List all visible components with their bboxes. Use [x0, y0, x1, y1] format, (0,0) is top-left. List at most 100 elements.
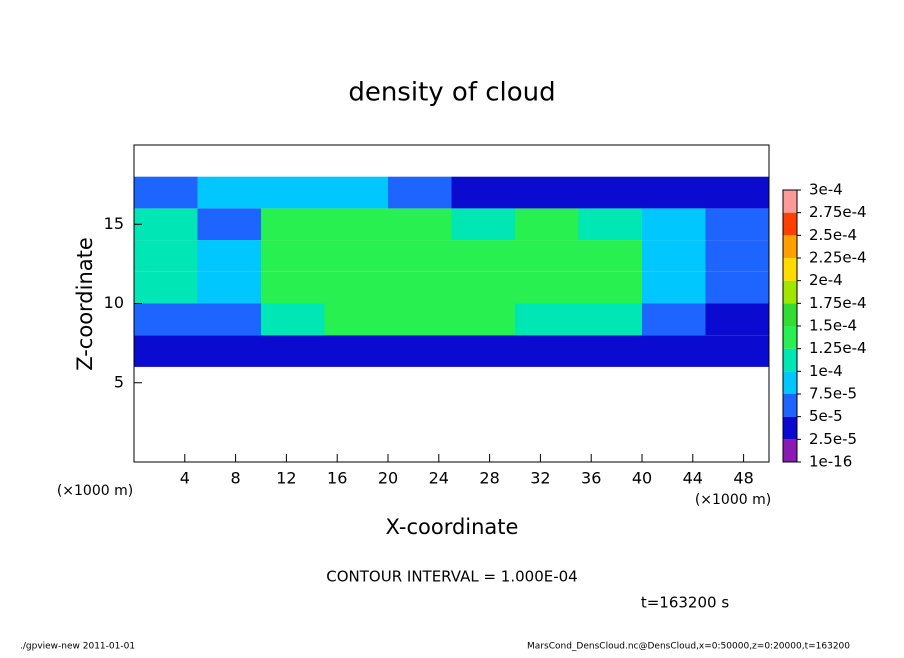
colorbar-segment [783, 303, 797, 326]
heat-cell [324, 240, 388, 272]
colorbar-label: 5e-5 [809, 407, 843, 425]
heat-cell [705, 335, 769, 367]
heat-cell [578, 240, 642, 272]
colorbar-segment [783, 439, 797, 462]
colorbar-segment [783, 326, 797, 349]
colorbar-label: 2.5e-5 [809, 430, 857, 448]
x-tick-label: 8 [231, 469, 241, 488]
colorbar-label: 1.75e-4 [809, 294, 867, 312]
colorbar-segment [783, 212, 797, 236]
heat-cell [134, 176, 198, 209]
heat-cell [451, 176, 515, 209]
heat-cell [642, 303, 706, 336]
heat-cell [197, 176, 261, 209]
heat-cell [515, 335, 579, 367]
heat-cell [515, 240, 579, 272]
heat-cell [261, 208, 325, 241]
x-tick-label: 4 [180, 469, 190, 488]
heat-cell [451, 335, 515, 367]
x-tick-label: 16 [327, 469, 347, 488]
heat-cell [515, 176, 579, 209]
heat-cell [197, 271, 261, 304]
heat-cell [134, 240, 198, 272]
colorbar-label: 7.5e-5 [809, 385, 857, 403]
heat-cell [578, 335, 642, 367]
colorbar-segment [783, 280, 797, 304]
heat-cell [705, 176, 769, 209]
colorbar-label: 1e-16 [809, 453, 852, 471]
heat-cell [134, 271, 198, 304]
y-tick-label: 10 [104, 293, 124, 312]
heat-cell [451, 303, 515, 336]
footer-right: MarsCond_DensCloud.nc@DensCloud,x=0:5000… [527, 642, 850, 652]
heat-cell [134, 335, 198, 367]
heat-cell [515, 303, 579, 336]
x-tick-label: 44 [683, 469, 703, 488]
heat-cell [324, 208, 388, 241]
colorbar-label: 2.25e-4 [809, 249, 867, 267]
heat-cell [451, 271, 515, 304]
heat-cell [705, 303, 769, 336]
y-axis-unit: (×1000 m) [57, 483, 133, 499]
heat-cell [578, 176, 642, 209]
colorbar-label: 1.5e-4 [809, 317, 857, 335]
heat-cell [578, 208, 642, 241]
colorbar-label: 2e-4 [809, 271, 843, 289]
heat-cell [515, 208, 579, 241]
heat-cell [134, 303, 198, 336]
colorbar-segment [783, 348, 797, 372]
heat-cell [324, 335, 388, 367]
heat-cell [388, 208, 452, 241]
heat-cell [261, 271, 325, 304]
heat-cell [197, 303, 261, 336]
time-label: t=163200 s [641, 594, 729, 612]
x-axis-title: X-coordinate [386, 515, 519, 539]
x-tick-label: 12 [276, 469, 296, 488]
x-tick-label: 28 [479, 469, 499, 488]
footer-left: ./gpview-new 2011-01-01 [20, 642, 135, 652]
x-tick-label: 48 [733, 469, 753, 488]
x-tick-label: 20 [378, 469, 398, 488]
colorbar-label: 2.75e-4 [809, 203, 867, 221]
colorbar-segment [783, 235, 797, 258]
heat-cell [324, 176, 388, 209]
heat-cell [642, 208, 706, 241]
heat-cell [388, 271, 452, 304]
colorbar-label: 2.5e-4 [809, 226, 857, 244]
heat-cell [705, 271, 769, 304]
heat-cell [642, 176, 706, 209]
colorbar-segment [783, 258, 797, 281]
chart-title: density of cloud [348, 78, 555, 108]
y-axis-title: Z-coordinate [73, 237, 97, 371]
heat-cell [388, 240, 452, 272]
heat-cell [324, 271, 388, 304]
heat-cell [705, 208, 769, 241]
heat-cell [388, 176, 452, 209]
heat-cell [197, 335, 261, 367]
colorbar-label: 3e-4 [809, 181, 843, 199]
heat-cell [642, 335, 706, 367]
heat-cell [705, 240, 769, 272]
heat-cell [388, 303, 452, 336]
heat-cell [197, 240, 261, 272]
x-tick-label: 24 [429, 469, 449, 488]
y-tick-label: 15 [104, 214, 124, 233]
heat-cell [642, 240, 706, 272]
x-tick-label: 40 [632, 469, 652, 488]
contour-note: CONTOUR INTERVAL = 1.000E-04 [326, 568, 577, 586]
heat-cell [451, 208, 515, 241]
heat-cell [261, 240, 325, 272]
colorbar-segment [783, 371, 797, 394]
heat-cell [578, 271, 642, 304]
colorbar-label: 1.25e-4 [809, 339, 867, 357]
x-tick-label: 32 [530, 469, 550, 488]
colorbar-segment [783, 416, 797, 440]
colorbar-segment [783, 394, 797, 417]
x-axis-unit: (×1000 m) [695, 492, 771, 508]
heat-cell [134, 208, 198, 241]
heat-cell [388, 335, 452, 367]
colorbar-segment [783, 190, 797, 213]
heat-cell [197, 208, 261, 241]
